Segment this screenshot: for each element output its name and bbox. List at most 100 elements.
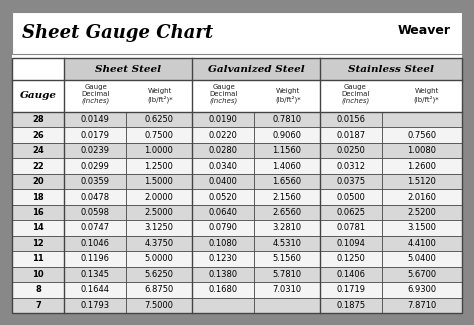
Text: 4.3750: 4.3750 xyxy=(145,239,173,248)
Text: 16: 16 xyxy=(32,208,44,217)
Bar xyxy=(12,12,462,54)
Text: (inches): (inches) xyxy=(341,98,370,104)
Text: 2.5000: 2.5000 xyxy=(145,208,173,217)
Bar xyxy=(12,158,462,174)
Text: Stainless Steel: Stainless Steel xyxy=(348,64,434,73)
Bar xyxy=(12,80,462,112)
Text: 0.0179: 0.0179 xyxy=(81,131,109,140)
Text: 6.9300: 6.9300 xyxy=(408,285,437,294)
Text: 0.1793: 0.1793 xyxy=(81,301,109,310)
Text: 1.2500: 1.2500 xyxy=(145,162,173,171)
Text: 11: 11 xyxy=(32,254,44,263)
Bar xyxy=(12,12,462,54)
Text: Decimal: Decimal xyxy=(82,91,110,97)
Text: 28: 28 xyxy=(32,115,44,124)
Text: 7.5000: 7.5000 xyxy=(145,301,173,310)
Bar xyxy=(12,189,462,205)
Text: 1.5000: 1.5000 xyxy=(145,177,173,186)
Text: 0.1680: 0.1680 xyxy=(209,285,237,294)
Text: (lb/ft²)*: (lb/ft²)* xyxy=(147,95,173,103)
Text: 10: 10 xyxy=(32,270,44,279)
Text: 0.0190: 0.0190 xyxy=(209,115,237,124)
Bar xyxy=(12,205,462,220)
Text: Gauge: Gauge xyxy=(19,92,56,100)
Text: 2.0000: 2.0000 xyxy=(145,192,173,202)
Text: Gauge: Gauge xyxy=(85,84,108,90)
Text: 3.2810: 3.2810 xyxy=(273,224,301,232)
Text: 0.0400: 0.0400 xyxy=(209,177,237,186)
Text: (lb/ft²)*: (lb/ft²)* xyxy=(275,95,301,103)
Bar xyxy=(12,282,462,298)
Text: 0.6250: 0.6250 xyxy=(145,115,173,124)
Text: 3.1250: 3.1250 xyxy=(145,224,173,232)
Text: 18: 18 xyxy=(32,192,44,202)
Text: 0.0156: 0.0156 xyxy=(337,115,365,124)
Text: Sheet Steel: Sheet Steel xyxy=(95,64,161,73)
Text: 2.0160: 2.0160 xyxy=(408,192,437,202)
Text: 5.7810: 5.7810 xyxy=(273,270,301,279)
Bar xyxy=(12,58,462,313)
Text: Weaver: Weaver xyxy=(398,24,450,37)
Text: 4.5310: 4.5310 xyxy=(273,239,301,248)
Text: 0.0747: 0.0747 xyxy=(81,224,109,232)
Text: 0.0790: 0.0790 xyxy=(209,224,237,232)
Text: Weight: Weight xyxy=(276,88,300,94)
Text: 5.6700: 5.6700 xyxy=(408,270,437,279)
Text: 5.1560: 5.1560 xyxy=(273,254,301,263)
Text: Galvanized Steel: Galvanized Steel xyxy=(208,64,304,73)
Text: 0.7810: 0.7810 xyxy=(273,115,301,124)
Text: 24: 24 xyxy=(32,146,44,155)
Text: 0.0250: 0.0250 xyxy=(337,146,365,155)
Text: 6.8750: 6.8750 xyxy=(145,285,173,294)
Bar xyxy=(12,298,462,313)
Text: 2.1560: 2.1560 xyxy=(273,192,301,202)
Bar xyxy=(12,266,462,282)
Text: 0.1196: 0.1196 xyxy=(81,254,109,263)
Text: 0.0640: 0.0640 xyxy=(209,208,237,217)
Text: (inches): (inches) xyxy=(210,98,238,104)
Text: 1.0080: 1.0080 xyxy=(408,146,437,155)
Text: 0.7500: 0.7500 xyxy=(145,131,173,140)
Text: 0.1230: 0.1230 xyxy=(209,254,237,263)
Text: 12: 12 xyxy=(32,239,44,248)
Bar xyxy=(12,174,462,189)
Text: 0.1380: 0.1380 xyxy=(209,270,237,279)
Text: 0.0598: 0.0598 xyxy=(81,208,109,217)
Text: 1.6560: 1.6560 xyxy=(273,177,301,186)
Text: Weight: Weight xyxy=(148,88,172,94)
Text: 0.0478: 0.0478 xyxy=(81,192,109,202)
Text: 0.0520: 0.0520 xyxy=(209,192,237,202)
Text: 0.0375: 0.0375 xyxy=(337,177,365,186)
Text: 5.0000: 5.0000 xyxy=(145,254,173,263)
Text: Gauge: Gauge xyxy=(344,84,367,90)
Text: 1.4060: 1.4060 xyxy=(273,162,301,171)
Text: 0.1719: 0.1719 xyxy=(337,285,365,294)
Text: 0.0625: 0.0625 xyxy=(337,208,365,217)
Text: 5.6250: 5.6250 xyxy=(145,270,173,279)
Text: 0.0239: 0.0239 xyxy=(81,146,109,155)
Bar xyxy=(64,58,192,80)
Text: 0.1406: 0.1406 xyxy=(337,270,365,279)
Text: 0.0187: 0.0187 xyxy=(337,131,365,140)
Text: 3.1500: 3.1500 xyxy=(408,224,437,232)
Bar xyxy=(12,251,462,266)
Text: 2.5200: 2.5200 xyxy=(408,208,437,217)
Text: 0.9060: 0.9060 xyxy=(273,131,301,140)
Bar xyxy=(12,220,462,236)
Text: 0.7560: 0.7560 xyxy=(408,131,437,140)
Text: Decimal: Decimal xyxy=(341,91,370,97)
Bar xyxy=(12,143,462,158)
Text: 7.8710: 7.8710 xyxy=(407,301,437,310)
Text: (inches): (inches) xyxy=(82,98,110,104)
Text: 0.0359: 0.0359 xyxy=(81,177,109,186)
Text: 1.5120: 1.5120 xyxy=(408,177,437,186)
Text: 2.6560: 2.6560 xyxy=(273,208,301,217)
Text: 7.0310: 7.0310 xyxy=(273,285,301,294)
Text: 5.0400: 5.0400 xyxy=(408,254,437,263)
Text: 0.1080: 0.1080 xyxy=(209,239,237,248)
Text: 26: 26 xyxy=(32,131,44,140)
Text: Sheet Gauge Chart: Sheet Gauge Chart xyxy=(22,24,213,42)
Text: 0.0299: 0.0299 xyxy=(81,162,109,171)
Text: 0.1250: 0.1250 xyxy=(337,254,365,263)
Text: 7: 7 xyxy=(35,301,41,310)
